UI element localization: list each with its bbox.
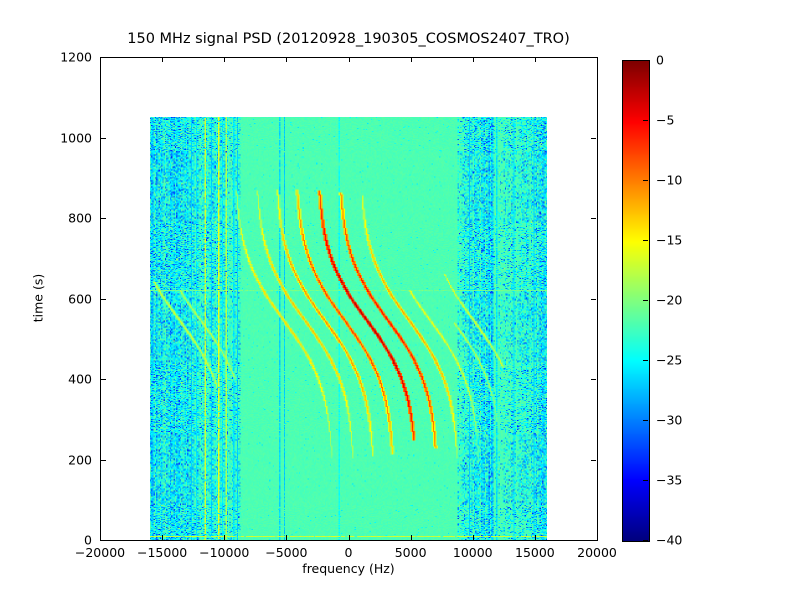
colorbar-tick-label: −10 [656,172,683,188]
tick-mark [162,57,164,62]
tick-mark [597,535,598,540]
y-axis-label: time (s) [30,273,46,323]
colorbar-tick-label: −25 [656,352,683,368]
colorbar [622,60,650,542]
y-tick-label: 800 [68,210,92,226]
tick-mark [643,360,648,361]
colorbar-tick-label: −40 [656,532,683,548]
tick-mark [224,535,226,540]
tick-mark [410,57,412,62]
x-tick-label: 0 [344,545,353,560]
colorbar-tick-label: −30 [656,412,683,428]
x-tick-label: −5000 [265,545,308,560]
tick-mark [591,57,596,58]
colorbar-tick-label: −15 [656,232,683,248]
tick-mark [591,540,596,541]
tick-mark [286,535,288,540]
tick-mark [643,120,648,121]
x-tick-label: −15000 [137,545,188,560]
tick-mark [643,240,648,241]
tick-mark [534,535,536,540]
y-tick-label: 600 [68,291,92,306]
tick-mark [286,57,288,62]
tick-mark [534,57,536,62]
x-tick-label: 5000 [394,545,427,560]
tick-mark [643,60,648,61]
colorbar-tick-label: −5 [656,112,675,128]
x-tick-label: 15000 [514,545,555,560]
tick-mark [224,57,226,62]
tick-mark [591,298,596,300]
y-tick-label: 1000 [60,130,92,145]
tick-mark [101,379,106,380]
tick-mark [100,57,101,62]
x-tick-label: 20000 [577,545,617,560]
tick-mark [101,459,106,461]
tick-mark [591,137,596,139]
tick-mark [101,57,106,58]
tick-mark [100,535,101,540]
tick-mark [643,180,648,181]
tick-mark [643,480,648,481]
colorbar-tick-label: −35 [656,472,683,488]
y-tick-label: 0 [84,532,92,548]
tick-mark [101,540,106,541]
y-tick-label: 400 [68,371,92,387]
tick-mark [348,535,350,540]
tick-mark [597,57,598,62]
tick-mark [591,379,596,380]
tick-mark [643,420,648,421]
tick-mark [101,137,106,139]
tick-mark [472,57,474,62]
tick-mark [643,300,648,301]
tick-mark [162,535,164,540]
x-axis-label: frequency (Hz) [302,561,395,576]
tick-mark [591,218,596,219]
tick-mark [643,540,648,541]
y-tick-label: 200 [68,452,92,467]
tick-mark [472,535,474,540]
chart-title: 150 MHz signal PSD (20120928_190305_COSM… [127,31,570,47]
tick-mark [348,57,350,62]
tick-mark [591,459,596,461]
x-tick-label: −10000 [199,545,250,560]
plot-frame [100,57,598,541]
x-tick-label: −20000 [74,545,126,560]
tick-mark [410,535,412,540]
x-tick-label: 10000 [452,545,493,560]
spectrogram-canvas [149,117,548,540]
colorbar-tick-label: 0 [656,52,664,68]
y-tick-label: 1200 [60,49,92,65]
colorbar-tick-label: −20 [656,292,683,308]
tick-mark [101,218,106,219]
tick-mark [101,298,106,300]
